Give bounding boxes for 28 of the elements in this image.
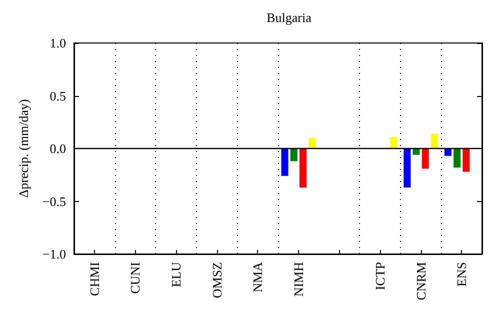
x-tick-label: OMSZ: [209, 262, 224, 298]
y-tick-label: 0.5: [50, 88, 66, 104]
bar: [390, 136, 398, 148]
bar: [299, 148, 306, 188]
x-tick-label: CHMI: [86, 262, 102, 296]
bar: [404, 148, 411, 188]
y-tick-label: −0.5: [42, 194, 66, 209]
x-tick-label: ELU: [168, 261, 184, 288]
y-axis-title: Δprecip. (mm/day): [16, 99, 31, 198]
bar: [454, 148, 461, 168]
y-tick-label: 0.0: [50, 141, 66, 156]
bar: [422, 148, 429, 169]
y-tick-label: −1.0: [42, 246, 66, 262]
x-tick-label: ICTP: [372, 262, 388, 290]
bar: [412, 148, 420, 155]
x-tick-label: CNRM: [413, 262, 428, 300]
bar: [290, 148, 298, 162]
y-tick-label: 1.0: [50, 36, 66, 50]
x-tick-label: NMA: [250, 261, 266, 292]
bar: [462, 148, 470, 172]
bar: [308, 138, 316, 148]
bar: [444, 148, 452, 156]
x-tick-label: CUNI: [128, 262, 143, 294]
chart-title: Bulgaria: [266, 10, 312, 25]
x-tick-label: ENS: [454, 262, 470, 287]
bar: [430, 134, 438, 148]
x-tick-label: NIMH: [290, 262, 306, 297]
bar: [281, 148, 288, 176]
